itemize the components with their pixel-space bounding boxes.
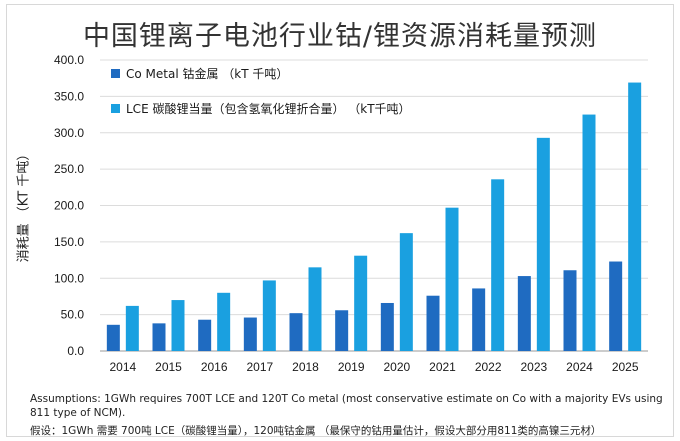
x-tick-label: 2019 xyxy=(338,360,365,374)
legend-label: Co Metal 钴金属 （kT 千吨） xyxy=(126,66,288,81)
y-tick-label: 0.0 xyxy=(67,344,84,358)
legend-label: LCE 碳酸锂当量（包含氢氧化锂折合量） （kT千吨） xyxy=(126,101,411,116)
bar-co-2020 xyxy=(380,302,394,351)
bar-co-2023 xyxy=(517,276,531,351)
bar-co-2018 xyxy=(289,313,303,351)
bar-co-2019 xyxy=(335,310,349,351)
bar-co-2024 xyxy=(563,270,577,351)
bar-co-2021 xyxy=(426,295,440,351)
x-tick-label: 2021 xyxy=(429,360,456,374)
bar-co-2025 xyxy=(609,261,623,351)
legend-swatch xyxy=(111,69,120,78)
bar-co-2022 xyxy=(472,288,486,351)
y-tick-label: 100.0 xyxy=(54,271,84,285)
chart-title: 中国锂离子电池行业钴/锂资源消耗量预测 xyxy=(82,21,598,52)
bar-lce-2021 xyxy=(445,207,459,351)
x-tick-label: 2014 xyxy=(109,360,136,374)
x-tick-label: 2015 xyxy=(155,360,182,374)
bar-lce-2017 xyxy=(262,280,276,351)
bar-co-2015 xyxy=(152,323,166,351)
bar-lce-2022 xyxy=(491,179,505,351)
x-tick-label: 2017 xyxy=(246,360,273,374)
x-tick-label: 2024 xyxy=(566,360,593,374)
y-tick-label: 200.0 xyxy=(54,199,84,213)
x-tick-label: 2025 xyxy=(612,360,639,374)
y-tick-label: 150.0 xyxy=(54,235,84,249)
x-tick-label: 2022 xyxy=(475,360,502,374)
chart-frame xyxy=(6,4,674,437)
bar-lce-2020 xyxy=(399,233,413,351)
bar-lce-2016 xyxy=(217,292,231,351)
y-tick-label: 400.0 xyxy=(54,53,84,67)
bar-co-2016 xyxy=(198,319,212,351)
bar-lce-2019 xyxy=(354,255,368,351)
x-tick-label: 2020 xyxy=(383,360,410,374)
bar-lce-2023 xyxy=(536,137,550,351)
x-tick-label: 2023 xyxy=(520,360,547,374)
y-tick-label: 50.0 xyxy=(61,308,85,322)
bar-co-2014 xyxy=(106,324,120,351)
bar-lce-2025 xyxy=(628,82,642,352)
x-tick-label: 2016 xyxy=(201,360,228,374)
y-tick-label: 350.0 xyxy=(54,89,84,103)
bar-lce-2014 xyxy=(125,305,139,351)
x-tick-label: 2018 xyxy=(292,360,319,374)
bar-co-2017 xyxy=(243,317,257,351)
legend-swatch xyxy=(111,104,120,113)
footnote-line-2: 811 type of NCM). xyxy=(30,407,126,419)
bar-lce-2015 xyxy=(171,300,185,351)
y-tick-label: 250.0 xyxy=(54,162,84,176)
bar-lce-2024 xyxy=(582,114,596,351)
footnote-line-3: 假设：1GWh 需要 700吨 LCE（碳酸锂当量），120吨钴金属 （最保守的… xyxy=(30,425,602,437)
y-tick-label: 300.0 xyxy=(54,126,84,140)
footnote-line-1: Assumptions: 1GWh requires 700T LCE and … xyxy=(30,393,663,405)
bar-lce-2018 xyxy=(308,267,322,351)
